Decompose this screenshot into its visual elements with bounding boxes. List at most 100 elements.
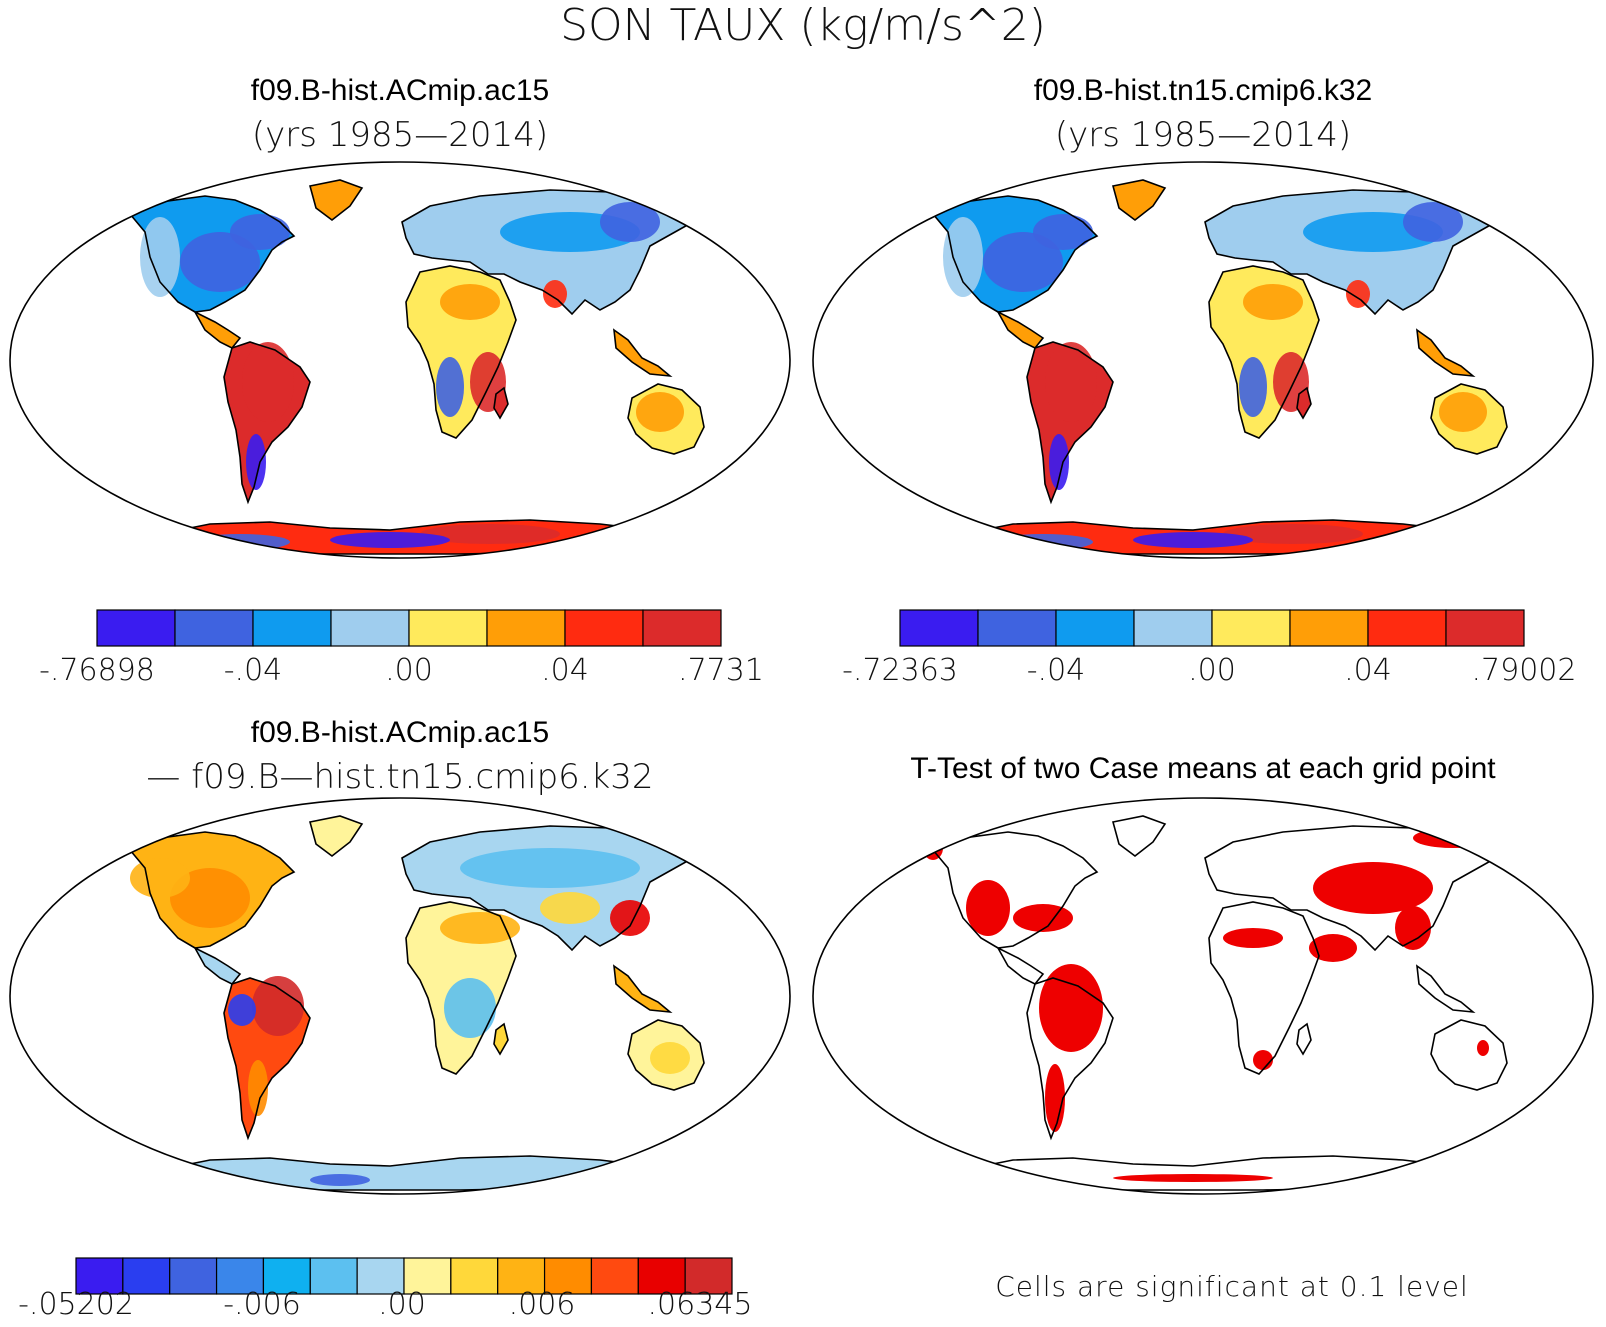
field-patch (440, 912, 520, 944)
significant-cell (1013, 904, 1073, 932)
coastline-namerica (97, 191, 296, 313)
field-patch (1403, 202, 1463, 242)
land-antarctica (160, 1156, 650, 1190)
coastline-greenland (309, 815, 364, 858)
cb1-label-2: .00 (385, 653, 433, 688)
field-patch (180, 232, 260, 292)
cb3-label-3: .006 (509, 1287, 576, 1322)
cb2-label-4: .79002 (1472, 653, 1577, 688)
panel-2-title: f09.B-hist.tn15.cmip6.k32 (1034, 74, 1373, 107)
coastline-camerica (193, 946, 242, 986)
significant-cell (1039, 964, 1103, 1052)
colorbar-case1-labels: -.76898 -.04 .00 .04 .7731 (39, 653, 764, 688)
cb1-label-4: .7731 (678, 653, 764, 688)
coastline-seasia (1416, 328, 1476, 378)
field-patch (983, 232, 1063, 292)
cb1-label-1: -.04 (224, 653, 283, 688)
map-case1 (9, 161, 791, 559)
map-frame (812, 797, 1594, 1195)
significant-cell (943, 1174, 983, 1182)
cb2-label-2: .00 (1188, 653, 1236, 688)
land-seasia (614, 966, 670, 1012)
coastline-australia (627, 383, 705, 455)
colorbar-swatch (497, 1257, 546, 1295)
coastline-australia (627, 1019, 705, 1091)
colorbar-swatch (977, 609, 1057, 647)
map-frame (9, 161, 791, 559)
coastline-seasia (1416, 964, 1476, 1014)
coastline-madagascar (1296, 1022, 1312, 1056)
coastline-camerica (193, 310, 242, 350)
coastline-madagascar (493, 1022, 509, 1056)
colorbar-swatch (96, 609, 176, 647)
cb1-label-0: -.76898 (39, 653, 155, 688)
colorbar-swatch (1211, 609, 1291, 647)
coastline-namerica (900, 827, 1099, 949)
significant-cell (1309, 934, 1357, 962)
map-frame (812, 161, 1594, 559)
field-patch (1243, 284, 1303, 320)
coastline-samerica (223, 341, 311, 505)
field-patch (436, 357, 464, 417)
colorbar-swatch (564, 609, 644, 647)
colorbar-swatch (1367, 609, 1447, 647)
panel-4-title: T-Test of two Case means at each grid po… (910, 752, 1496, 785)
colorbar-diff (75, 1257, 733, 1295)
cb2-label-3: .04 (1344, 653, 1392, 688)
significant-cell (1045, 1064, 1065, 1132)
colorbar-case1 (96, 609, 722, 647)
land-greenland (310, 816, 362, 856)
colorbar-swatch (356, 1257, 405, 1295)
panel-1-title: f09.B-hist.ACmip.ac15 (251, 74, 549, 107)
land-madagascar (494, 1024, 508, 1054)
field-patch (1049, 434, 1069, 490)
coastline-australia (1430, 383, 1508, 455)
field-patch (610, 900, 650, 936)
significant-cell (1223, 928, 1283, 948)
cb3-label-2: .00 (378, 1287, 426, 1322)
land-greenland (310, 180, 362, 220)
field-patch (1045, 342, 1097, 422)
land-greenland (1113, 180, 1165, 220)
field-patch (228, 994, 256, 1026)
colorbar-swatch (1133, 609, 1213, 647)
field-patch (540, 892, 600, 924)
field-patch (310, 1174, 370, 1186)
colorbar-swatch (174, 609, 254, 647)
field-patch (650, 1042, 690, 1074)
field-patch (170, 868, 250, 928)
field-patch (943, 217, 983, 297)
coastline-samerica (1026, 977, 1114, 1141)
land-seasia (614, 330, 670, 376)
coastline-seasia (613, 328, 673, 378)
mapB-land (900, 179, 1508, 555)
field-patch (444, 978, 496, 1038)
map-case2 (812, 161, 1594, 559)
mapC-land (97, 815, 705, 1191)
colorbar-swatch (1445, 609, 1525, 647)
land-camerica (998, 948, 1043, 984)
field-patch (130, 858, 190, 898)
coastline-camerica (996, 310, 1045, 350)
coastline-camerica (996, 946, 1045, 986)
significant-cell (966, 880, 1010, 936)
cb2-label-0: -.72363 (842, 653, 958, 688)
field-patch (1133, 532, 1253, 548)
panel-2-subtitle: (yrs 1985—2014) (1055, 115, 1351, 155)
map-ttest (812, 797, 1594, 1195)
coastline-namerica (900, 191, 1099, 313)
cb3-label-1: -.006 (223, 1287, 301, 1322)
colorbar-swatch (486, 609, 566, 647)
field-patch (248, 1060, 268, 1116)
colorbar-swatch (403, 1257, 452, 1295)
land-camerica (195, 312, 240, 348)
field-patch (242, 342, 294, 422)
field-patch (330, 532, 450, 548)
field-patch (246, 434, 266, 490)
mapD-land (900, 815, 1508, 1191)
field-patch (440, 284, 500, 320)
land-camerica (998, 312, 1043, 348)
land-madagascar (1297, 1024, 1311, 1054)
colorbar-swatch (590, 1257, 639, 1295)
